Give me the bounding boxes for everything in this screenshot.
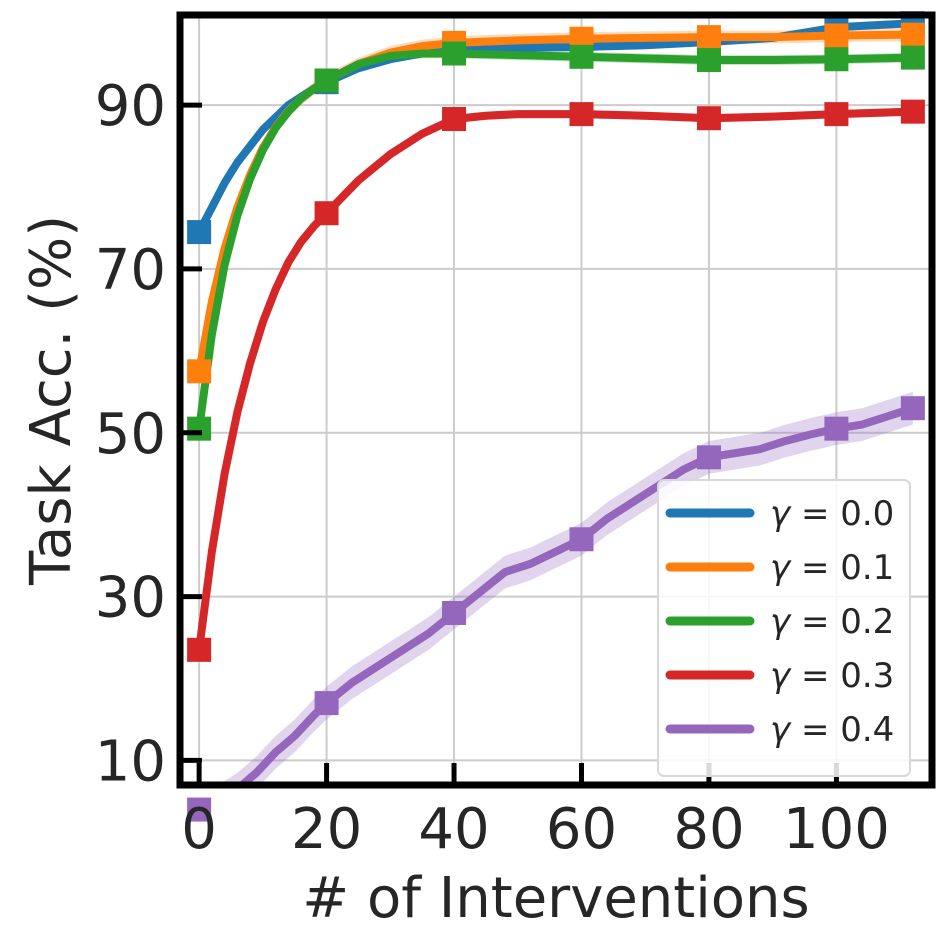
legend-label: γ = 0.4	[770, 710, 894, 750]
data-point-marker	[569, 102, 594, 127]
x-axis-title: # of Interventions	[302, 866, 809, 931]
data-point-marker	[696, 445, 721, 470]
series-line	[195, 30, 917, 376]
x-tick-label: 0	[181, 797, 217, 862]
axis-ticks: 0 20 40 60 80 100 10 30 50 70 90	[95, 74, 890, 862]
series-lines	[195, 19, 917, 785]
y-axis-title: Task Acc. (%)	[19, 215, 84, 586]
series-line	[195, 107, 917, 654]
data-point-marker	[569, 44, 594, 69]
data-point-marker	[824, 47, 849, 72]
data-point-marker	[187, 359, 212, 384]
data-point-marker	[442, 41, 467, 66]
data-point-marker	[900, 22, 925, 47]
data-point-marker	[696, 106, 721, 131]
data-point-marker	[900, 396, 925, 421]
legend-label: γ = 0.2	[770, 602, 894, 642]
x-tick-label: 100	[783, 797, 890, 862]
legend: γ = 0.0 γ = 0.1 γ = 0.2 γ = 0.3 γ = 0.4	[657, 479, 911, 777]
data-point-marker	[900, 99, 925, 124]
data-point-marker	[187, 416, 212, 441]
series-line	[195, 49, 917, 433]
legend-label: γ = 0.3	[770, 656, 894, 696]
data-point-marker	[442, 600, 467, 625]
data-point-marker	[696, 48, 721, 73]
data-point-marker	[824, 416, 849, 441]
data-point-marker	[696, 25, 721, 50]
data-point-marker	[824, 23, 849, 48]
legend-label: γ = 0.0	[770, 494, 894, 534]
data-point-marker	[187, 220, 212, 245]
grid	[180, 15, 932, 785]
y-tick-label: 70	[95, 238, 166, 303]
data-point-marker	[569, 26, 594, 51]
data-point-marker	[187, 637, 212, 662]
legend-label: γ = 0.1	[770, 548, 894, 588]
x-tick-label: 20	[291, 797, 362, 862]
data-point-marker	[824, 102, 849, 127]
data-point-marker	[314, 691, 339, 716]
data-point-marker	[442, 107, 467, 132]
data-point-marker	[900, 45, 925, 70]
x-tick-label: 80	[673, 797, 744, 862]
y-tick-label: 30	[95, 566, 166, 631]
series-markers	[187, 11, 925, 822]
data-point-marker	[569, 527, 594, 552]
y-tick-label: 50	[95, 402, 166, 467]
legend-box	[657, 479, 911, 777]
series-line	[235, 404, 917, 785]
data-point-marker	[314, 201, 339, 226]
x-tick-label: 60	[546, 797, 617, 862]
data-point-marker	[187, 797, 212, 822]
x-tick-label: 40	[418, 797, 489, 862]
plot-frame	[176, 11, 936, 789]
y-tick-label: 90	[95, 74, 166, 139]
confidence-band	[199, 28, 913, 378]
data-point-marker	[314, 68, 339, 93]
y-tick-label: 10	[95, 729, 166, 794]
